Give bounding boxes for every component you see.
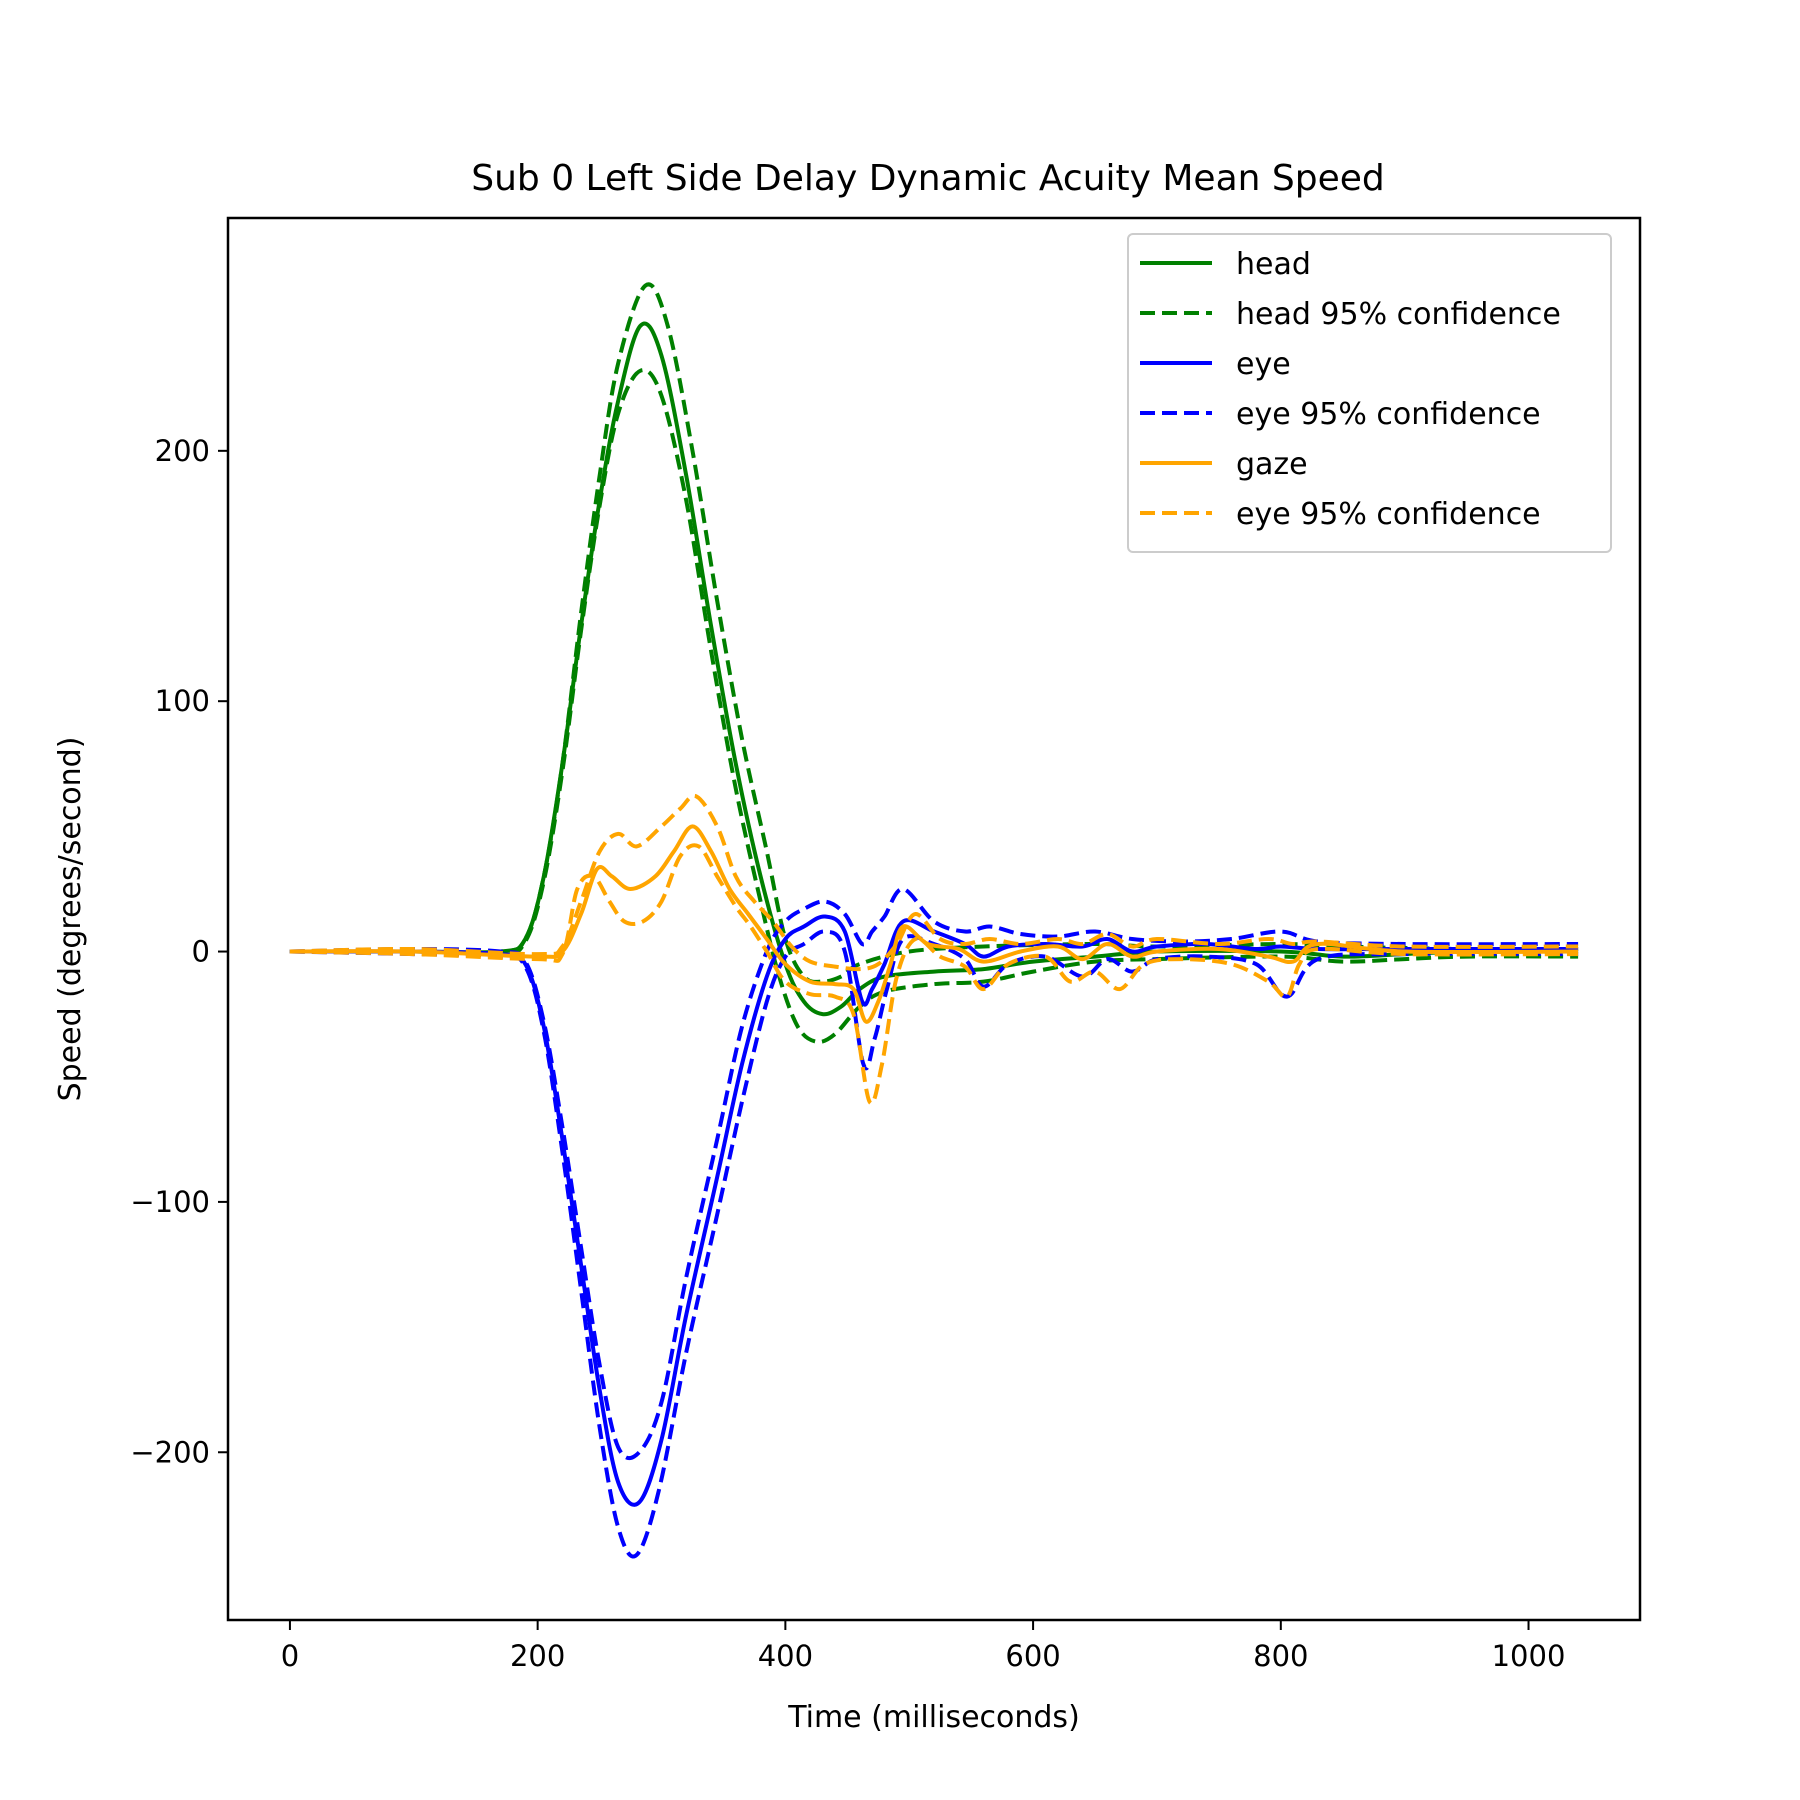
y-tick-label-200: 200 xyxy=(155,434,210,468)
series-line-eye-95-confidence-4 xyxy=(289,887,1579,1461)
series-line-lower-bound-8 xyxy=(289,843,1579,1106)
x-tick-label-800: 800 xyxy=(1253,1639,1308,1673)
x-axis-label: Time (milliseconds) xyxy=(787,1700,1080,1735)
chart-title: Sub 0 Left Side Delay Dynamic Acuity Mea… xyxy=(471,158,1385,199)
x-tick-label-1000: 1000 xyxy=(1492,1639,1566,1673)
legend-label-eye-95-confidence-3: eye 95% confidence xyxy=(1236,397,1541,432)
legend-label-gaze-4: gaze xyxy=(1236,447,1308,482)
series-line-eye-95-confidence-7 xyxy=(289,793,1579,972)
legend-box xyxy=(1127,233,1612,553)
x-tick-label-600: 600 xyxy=(1005,1639,1060,1673)
x-tick-label-200: 200 xyxy=(510,1639,565,1673)
y-tick-label-0: 0 xyxy=(192,935,210,969)
y-tick-label-100: 100 xyxy=(155,684,210,718)
y-tick-label--100: −100 xyxy=(130,1185,210,1219)
series-line-eye-3 xyxy=(289,914,1579,1507)
series-line-lower-bound-5 xyxy=(289,929,1579,1559)
y-axis-label: Speed (degrees/second) xyxy=(53,737,88,1102)
legend-label-eye-2: eye xyxy=(1236,347,1291,382)
legend-label-head-95-confidence-1: head 95% confidence xyxy=(1236,297,1561,332)
legend-label-head-0: head xyxy=(1236,247,1311,282)
legend-label-eye-95-confidence-5: eye 95% confidence xyxy=(1236,497,1541,532)
ticks-layer: 0 200 400 600 800 1000 −200 −100 0 100 200 xyxy=(130,434,1565,1673)
legend: head head 95% confidence eye eye 95% confid… xyxy=(1127,233,1612,553)
x-tick-label-0: 0 xyxy=(281,1639,299,1673)
series-layer xyxy=(289,282,1579,1559)
series-line-gaze-6 xyxy=(289,824,1579,1024)
plot-frame xyxy=(226,216,1642,1622)
y-tick-label--200: −200 xyxy=(130,1435,210,1469)
x-tick-label-400: 400 xyxy=(758,1639,813,1673)
